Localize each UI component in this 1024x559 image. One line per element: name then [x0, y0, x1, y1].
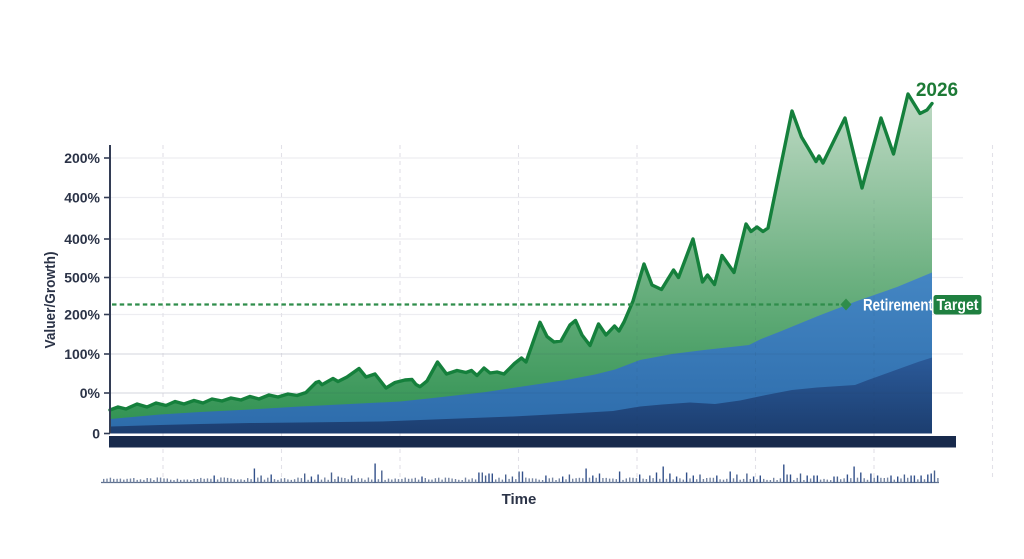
svg-text:Time: Time	[502, 491, 537, 508]
svg-text:0: 0	[92, 425, 100, 441]
svg-text:500%: 500%	[64, 269, 100, 285]
svg-text:100%: 100%	[64, 346, 100, 362]
svg-text:400%: 400%	[64, 231, 100, 247]
svg-text:0%: 0%	[80, 385, 101, 401]
svg-text:400%: 400%	[64, 189, 100, 205]
svg-text:2026: 2026	[916, 80, 958, 101]
svg-text:Target: Target	[937, 297, 979, 314]
svg-text:200%: 200%	[64, 150, 100, 166]
svg-text:Retirement: Retirement	[863, 296, 933, 315]
svg-text:200%: 200%	[64, 306, 100, 322]
svg-text:Valuer/Growth): Valuer/Growth)	[42, 251, 59, 348]
